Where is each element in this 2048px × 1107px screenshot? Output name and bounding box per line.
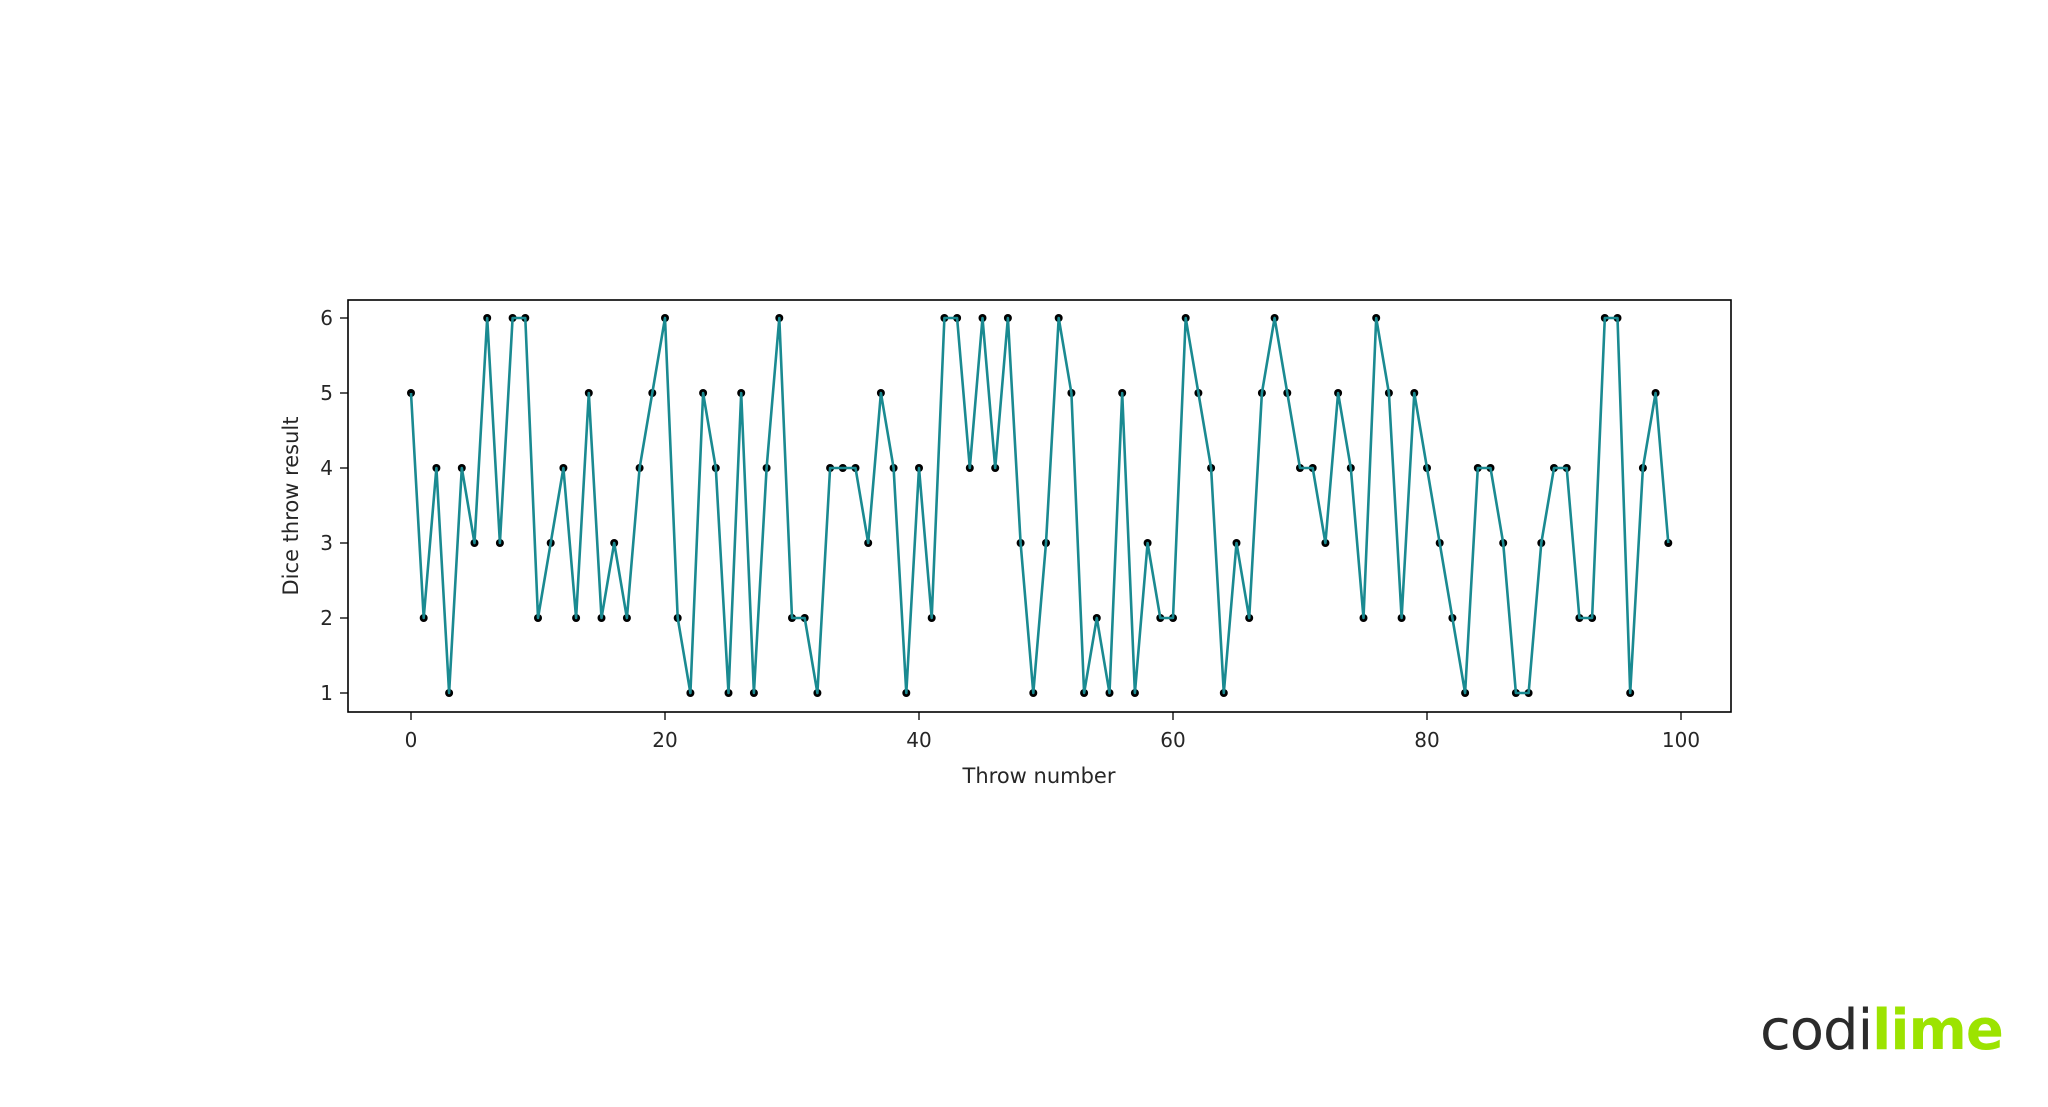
logo-text-codi: codi	[1760, 998, 1873, 1063]
x-tick-label: 80	[1414, 728, 1439, 752]
plot-area	[348, 300, 1731, 712]
y-tick-label: 1	[320, 681, 333, 705]
series-line	[409, 316, 1670, 695]
y-axis-label: Dice throw result	[279, 417, 303, 596]
axes-frame	[347, 299, 1732, 713]
y-tick-label: 3	[320, 531, 333, 555]
x-tick-label: 20	[652, 728, 677, 752]
logo-text-lime: lime	[1872, 998, 2004, 1063]
x-tick-label: 60	[1160, 728, 1185, 752]
x-tick-label: 0	[405, 728, 418, 752]
y-axis-ticks: 1 2 3 4 5 6	[320, 306, 348, 705]
codilime-logo: codilime	[1760, 1003, 2004, 1059]
y-tick-label: 4	[320, 456, 333, 480]
x-tick-label: 100	[1662, 728, 1700, 752]
y-tick-label: 6	[320, 306, 333, 330]
y-tick-label: 2	[320, 606, 333, 630]
x-axis-ticks: 0 20 40 60 80 100	[405, 712, 1700, 752]
x-tick-label: 40	[906, 728, 931, 752]
y-tick-label: 5	[320, 381, 333, 405]
x-axis-label: Throw number	[962, 764, 1116, 788]
data-line	[409, 316, 1670, 695]
